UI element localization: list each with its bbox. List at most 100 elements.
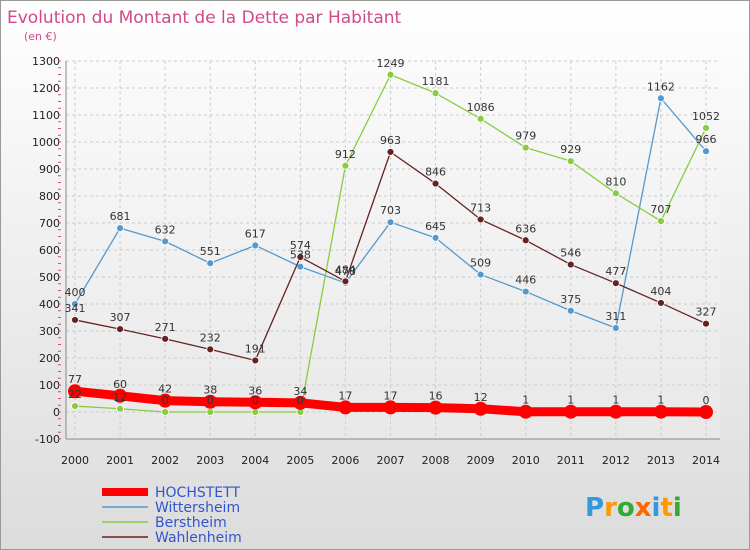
legend-label-wittersheim: Wittersheim [155,500,240,516]
data-label-wahlenheim-2006: 484 [335,263,356,276]
data-label-hochstett-2008: 16 [429,390,443,403]
data-point-berstheim-2010 [521,143,530,152]
x-tick-label-1: 2001 [106,454,134,467]
y-tick-label-6: 500 [39,271,60,284]
data-label-berstheim-2014: 1052 [692,110,720,123]
x-tick-label-3: 2003 [196,454,224,467]
data-point-wahlenheim-2014 [702,319,710,328]
data-label-wittersheim-2014: 966 [696,133,717,146]
data-point-hochstett-2001 [113,388,128,403]
x-tick-label-12: 2012 [602,454,630,467]
data-label-wahlenheim-2013: 404 [650,285,671,298]
data-label-berstheim-2005: 0 [297,394,304,407]
data-label-wittersheim-2005: 538 [290,249,311,262]
logo-letter-3: x [635,493,652,523]
data-label-wittersheim-2004: 617 [245,227,266,240]
data-label-hochstett-2002: 42 [158,383,172,396]
data-point-hochstett-2003 [203,394,218,409]
data-label-wahlenheim-2008: 846 [425,166,446,179]
data-point-berstheim-2008 [431,89,440,98]
data-label-wahlenheim-2010: 636 [515,222,536,235]
data-label-wittersheim-2007: 703 [380,204,401,217]
data-label-wahlenheim-2007: 963 [380,134,401,147]
data-point-hochstett-2009 [473,401,488,416]
logo-letter-1: r [604,493,617,523]
data-point-hochstett-2002 [158,393,173,408]
data-label-berstheim-2008: 1181 [422,75,450,88]
data-label-wahlenheim-2005: 574 [290,239,311,252]
x-tick-label-7: 2007 [377,454,405,467]
data-label-berstheim-2011: 929 [560,143,581,156]
x-tick-label-13: 2013 [647,454,675,467]
y-tick-label-3: 200 [39,352,60,365]
y-tick-label-13: 1200 [32,82,60,95]
data-label-hochstett-2000: 77 [68,373,82,386]
data-label-wahlenheim-2001: 307 [110,311,131,324]
data-label-hochstett-2004: 36 [248,384,262,397]
data-point-wittersheim-2011 [566,306,575,315]
data-point-berstheim-2002 [161,408,170,416]
data-label-wahlenheim-2009: 713 [470,201,491,214]
data-label-berstheim-2001: 12 [113,391,127,404]
data-label-berstheim-2013: 707 [650,203,671,216]
x-tick-label-10: 2010 [512,454,540,467]
data-point-berstheim-2006 [341,161,350,170]
x-tick-label-8: 2008 [422,454,450,467]
data-label-wittersheim-2000: 400 [65,286,86,299]
y-tick-label-8: 700 [39,217,60,230]
data-point-wahlenheim-2003 [206,345,215,354]
data-label-hochstett-2006: 17 [338,389,352,402]
data-label-berstheim-2009: 1086 [467,101,495,114]
data-point-wahlenheim-2004 [251,356,260,365]
data-point-wittersheim-2012 [611,324,620,332]
y-tick-label-2: 100 [39,379,60,392]
data-point-berstheim-2003 [206,408,215,416]
label-layer: 77 60 42 38 36 34 17 17 16 12 1 1 1 1 0 400 681 632 551 617… [65,57,721,407]
data-point-wahlenheim-2010 [521,236,530,245]
data-label-hochstett-2007: 17 [384,389,398,402]
data-label-wittersheim-2011: 375 [560,293,581,306]
data-point-wittersheim-2005 [296,262,305,271]
logo-letter-2: o [617,493,635,523]
data-point-wahlenheim-2012 [611,279,620,288]
y-tick-label-10: 900 [39,163,60,176]
legend-label-hochstett: HOCHSTETT [155,485,240,501]
grid-layer [66,60,720,440]
data-label-wahlenheim-2000: 341 [65,302,86,315]
data-point-berstheim-2001 [116,404,124,413]
data-point-hochstett-2000 [68,384,82,399]
logo-letter-4: i [652,493,661,523]
data-point-wittersheim-2014 [702,147,710,156]
data-point-hochstett-2006 [338,400,353,415]
x-tick-label-5: 2005 [286,454,314,467]
data-point-wittersheim-2001 [116,224,124,233]
data-point-hochstett-2012 [608,404,623,419]
data-point-wittersheim-2013 [657,94,665,103]
y-tick-label-5: 400 [39,298,60,311]
data-point-berstheim-2009 [476,114,485,123]
data-label-wahlenheim-2003: 232 [200,331,221,344]
data-point-berstheim-2011 [566,157,575,166]
data-label-wittersheim-2006: 478 [335,265,356,278]
data-label-wahlenheim-2004: 191 [245,342,266,355]
data-point-wittersheim-2000 [71,300,79,308]
proxiti-logo-text: Proxiti [585,493,682,523]
data-label-hochstett-2012: 1 [612,394,619,407]
data-label-hochstett-2013: 1 [657,394,664,407]
data-label-hochstett-2001: 60 [113,378,127,391]
y-tick-label-9: 800 [39,190,60,203]
data-label-wahlenheim-2014: 327 [696,306,717,319]
data-point-wittersheim-2008 [431,233,440,242]
data-point-wittersheim-2003 [206,259,215,268]
data-label-hochstett-2003: 38 [203,384,217,397]
chart-title: Evolution du Montant de la Dette par Hab… [7,8,402,28]
legend-label-wahlenheim: Wahlenheim [155,530,242,546]
data-point-berstheim-2014 [702,124,710,132]
y-tick-label-4: 300 [39,325,60,338]
data-point-hochstett-2011 [563,404,578,419]
data-label-wahlenheim-2011: 546 [560,247,581,260]
data-point-wahlenheim-2009 [476,215,485,224]
data-point-wahlenheim-2005 [296,253,305,261]
data-point-wahlenheim-2011 [566,260,575,269]
